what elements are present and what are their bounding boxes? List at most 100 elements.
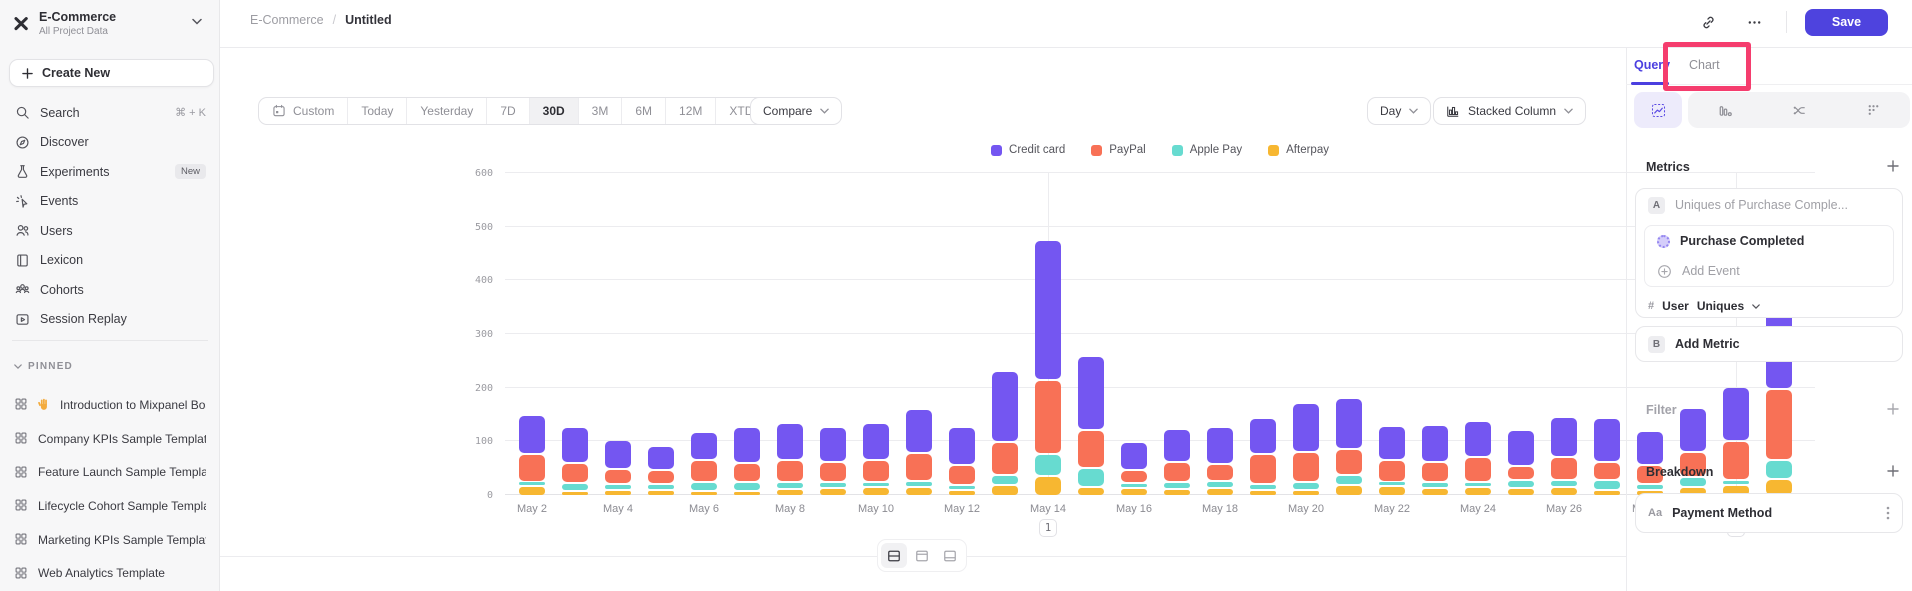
bar-segment-apple-pay[interactable] [1293, 482, 1319, 489]
add-filter-plus-button[interactable] [1884, 400, 1902, 418]
bar-segment-paypal[interactable] [1164, 462, 1190, 481]
bar-segment-afterpay[interactable] [1121, 488, 1147, 495]
metric-a-header-row[interactable]: A Uniques of Purchase Comple... [1636, 189, 1902, 221]
bar-segment-paypal[interactable] [648, 471, 674, 483]
bar-segment-paypal[interactable] [992, 443, 1018, 475]
bar-segment-afterpay[interactable] [562, 492, 588, 495]
annotation-badge[interactable]: 1 [1039, 519, 1057, 537]
date-range-custom[interactable]: Custom [259, 98, 347, 124]
bar-segment-paypal[interactable] [777, 461, 803, 482]
bar-segment-credit-card[interactable] [1035, 240, 1061, 380]
bar-segment-afterpay[interactable] [1293, 490, 1319, 495]
bar-segment-apple-pay[interactable] [949, 485, 975, 490]
sidebar-item-session-replay[interactable]: Session Replay [0, 305, 220, 335]
pinned-board-item[interactable]: Company KPIs Sample Template [0, 422, 220, 456]
bar-segment-paypal[interactable] [1551, 457, 1577, 479]
chart-type-button[interactable]: Stacked Column [1433, 97, 1587, 125]
bar-segment-afterpay[interactable] [1723, 486, 1749, 495]
bar-segment-paypal[interactable] [1379, 461, 1405, 481]
bar-segment-apple-pay[interactable] [820, 483, 846, 487]
bar-segment-paypal[interactable] [1508, 466, 1534, 479]
pinned-board-item[interactable]: Feature Launch Sample Template [0, 455, 220, 489]
flows-chart-tab[interactable] [1762, 92, 1836, 128]
bar-segment-credit-card[interactable] [1379, 427, 1405, 460]
bar-segment-afterpay[interactable] [863, 487, 889, 495]
bar-segment-credit-card[interactable] [777, 424, 803, 460]
bar-segment-credit-card[interactable] [906, 410, 932, 452]
bar-segment-apple-pay[interactable] [1508, 480, 1534, 487]
bar-segment-credit-card[interactable] [1465, 421, 1491, 456]
bar-segment-afterpay[interactable] [906, 487, 932, 495]
bar-segment-credit-card[interactable] [1508, 431, 1534, 465]
date-range-3m[interactable]: 3M [577, 98, 622, 124]
bar-segment-apple-pay[interactable] [562, 483, 588, 491]
legend-item-credit-card[interactable]: Credit card [991, 144, 1065, 156]
sidebar-item-discover[interactable]: Discover [0, 128, 220, 158]
funnels-chart-tab[interactable] [1688, 92, 1762, 128]
bar-segment-paypal[interactable] [562, 463, 588, 482]
bar-segment-apple-pay[interactable] [519, 481, 545, 485]
sidebar-item-experiments[interactable]: Experiments New [0, 157, 220, 187]
bar-segment-apple-pay[interactable] [906, 482, 932, 486]
sidebar-item-cohorts[interactable]: Cohorts [0, 275, 220, 305]
bar-segment-apple-pay[interactable] [777, 483, 803, 488]
bar-segment-afterpay[interactable] [777, 489, 803, 495]
bar-segment-credit-card[interactable] [1121, 442, 1147, 470]
bar-segment-credit-card[interactable] [648, 446, 674, 470]
bar-segment-afterpay[interactable] [648, 491, 674, 495]
date-range-6m[interactable]: 6M [621, 98, 665, 124]
project-chevron-down-icon[interactable] [192, 18, 202, 25]
bar-segment-credit-card[interactable] [605, 441, 631, 469]
layout-split-toggle[interactable] [881, 543, 907, 568]
bar-segment-credit-card[interactable] [519, 415, 545, 454]
bar-segment-paypal[interactable] [1465, 457, 1491, 481]
bar-segment-paypal[interactable] [1766, 390, 1792, 460]
bar-segment-afterpay[interactable] [1680, 487, 1706, 495]
date-range-12m[interactable]: 12M [665, 98, 715, 124]
bar-segment-apple-pay[interactable] [1465, 482, 1491, 486]
sidebar-item-events[interactable]: Events [0, 187, 220, 217]
bar-segment-apple-pay[interactable] [1035, 454, 1061, 476]
bar-segment-afterpay[interactable] [992, 485, 1018, 495]
bar-segment-paypal[interactable] [734, 463, 760, 482]
kebab-menu-icon[interactable] [1886, 506, 1890, 520]
bar-segment-credit-card[interactable] [1422, 425, 1448, 462]
bar-segment-apple-pay[interactable] [1207, 481, 1233, 487]
bar-segment-apple-pay[interactable] [734, 483, 760, 490]
bar-segment-credit-card[interactable] [1637, 431, 1663, 464]
bar-segment-afterpay[interactable] [949, 491, 975, 495]
bar-segment-afterpay[interactable] [1078, 487, 1104, 495]
bar-segment-apple-pay[interactable] [1551, 480, 1577, 486]
date-range-today[interactable]: Today [347, 98, 406, 124]
bar-segment-apple-pay[interactable] [1422, 482, 1448, 487]
bar-segment-paypal[interactable] [1637, 465, 1663, 483]
bar-segment-paypal[interactable] [519, 455, 545, 481]
bar-segment-apple-pay[interactable] [1637, 484, 1663, 490]
bar-segment-paypal[interactable] [1207, 464, 1233, 480]
bar-segment-apple-pay[interactable] [1336, 476, 1362, 484]
bar-segment-credit-card[interactable] [949, 428, 975, 464]
bar-segment-apple-pay[interactable] [1121, 483, 1147, 487]
bar-segment-afterpay[interactable] [1766, 480, 1792, 495]
bar-segment-credit-card[interactable] [734, 427, 760, 462]
breadcrumb-project[interactable]: E-Commerce [250, 13, 324, 27]
event-row[interactable]: Purchase Completed [1645, 226, 1893, 256]
bar-segment-afterpay[interactable] [1336, 485, 1362, 495]
bar-segment-apple-pay[interactable] [605, 484, 631, 489]
bar-segment-apple-pay[interactable] [1680, 478, 1706, 486]
bar-segment-credit-card[interactable] [1293, 404, 1319, 451]
tab-chart[interactable]: Chart [1689, 58, 1720, 72]
chevron-down-icon[interactable] [1752, 303, 1760, 309]
bar-segment-paypal[interactable] [906, 453, 932, 480]
legend-item-afterpay[interactable]: Afterpay [1268, 144, 1329, 156]
date-range-30d[interactable]: 30D [528, 98, 578, 124]
bar-segment-paypal[interactable] [1035, 381, 1061, 453]
bar-segment-paypal[interactable] [1121, 471, 1147, 482]
bar-segment-afterpay[interactable] [1164, 489, 1190, 495]
bar-segment-credit-card[interactable] [1594, 418, 1620, 461]
bar-segment-paypal[interactable] [691, 461, 717, 482]
bar-segment-afterpay[interactable] [820, 488, 846, 495]
bar-segment-afterpay[interactable] [1035, 477, 1061, 495]
bar-segment-afterpay[interactable] [519, 486, 545, 495]
date-range-yesterday[interactable]: Yesterday [406, 98, 486, 124]
